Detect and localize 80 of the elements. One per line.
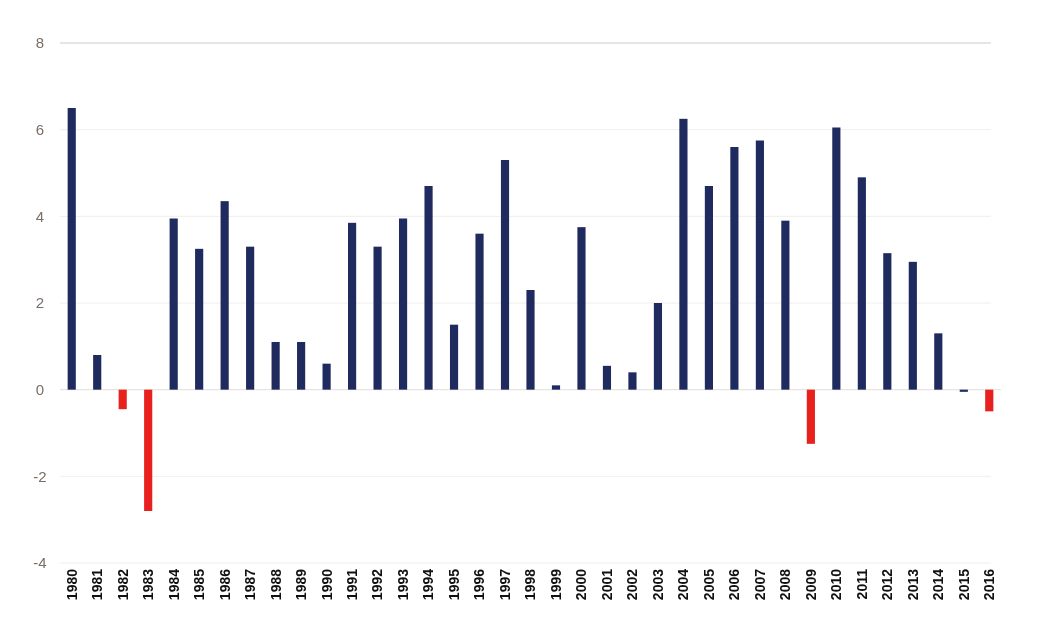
bar	[832, 127, 841, 390]
x-tick-label: 1983	[140, 568, 157, 601]
x-tick-label: 1995	[445, 568, 462, 601]
x-tick-label: 2014	[930, 568, 947, 601]
x-tick-label: 1992	[369, 568, 386, 601]
x-tick-label: 1997	[496, 568, 513, 601]
bar	[577, 227, 586, 390]
x-tick-label: 1989	[293, 568, 310, 601]
x-tick-label: 2011	[853, 568, 870, 600]
x-tick-label: 1996	[471, 568, 488, 601]
bar	[348, 222, 357, 390]
bar	[475, 233, 484, 390]
bar	[118, 389, 127, 410]
bar	[398, 218, 408, 390]
y-tick-label: 0	[35, 380, 45, 398]
bar	[679, 118, 688, 390]
bar	[551, 385, 561, 390]
x-tick-label: 1990	[318, 568, 335, 601]
x-tick-label: 2009	[802, 568, 819, 601]
x-tick-label: 2012	[879, 568, 896, 601]
bar	[704, 186, 713, 390]
bar	[730, 147, 739, 390]
x-tick-label: 1999	[547, 568, 564, 601]
bar	[602, 365, 612, 390]
bar	[806, 389, 815, 444]
bar	[755, 140, 764, 390]
x-tick-label: 1985	[191, 568, 208, 601]
x-tick-label: 2003	[649, 568, 666, 601]
bar	[908, 261, 917, 390]
bar	[424, 186, 433, 390]
y-tick-label: -4	[33, 554, 47, 572]
bar	[857, 177, 866, 390]
bar	[373, 246, 382, 390]
bar	[985, 389, 994, 412]
bar	[67, 108, 76, 390]
y-tick-label: 2	[35, 294, 45, 312]
bar	[220, 201, 229, 390]
bar	[195, 248, 204, 390]
x-tick-label: 1993	[394, 568, 411, 601]
x-tick-label: 2004	[675, 568, 692, 601]
bar	[271, 342, 280, 390]
x-tick-label: 2000	[573, 568, 590, 601]
x-tick-label: 1980	[63, 568, 80, 601]
x-tick-label: 2002	[624, 568, 641, 601]
x-tick-label: 1987	[242, 568, 259, 601]
x-tick-label: 2007	[751, 568, 768, 601]
y-tick-label: 6	[35, 120, 45, 138]
y-tick-label: 4	[35, 207, 45, 225]
x-tick-label: 1991	[343, 568, 360, 601]
x-tick-label: 2008	[777, 568, 794, 601]
x-tick-label: 2006	[726, 568, 743, 601]
bar	[883, 253, 892, 390]
bar	[169, 218, 178, 390]
x-tick-label: 2013	[904, 568, 921, 601]
bar	[781, 220, 790, 390]
bar	[653, 303, 663, 390]
x-tick-label: 2001	[598, 568, 615, 601]
x-tick-label: 2016	[981, 568, 998, 601]
x-tick-label: 1984	[165, 568, 182, 601]
bar	[500, 160, 510, 390]
bar	[934, 333, 943, 390]
x-tick-label: 2015	[955, 568, 972, 601]
x-tick-label: 2010	[828, 568, 845, 601]
bar	[297, 342, 306, 390]
x-tick-label: 1981	[89, 568, 106, 601]
bar	[93, 355, 102, 390]
bar	[526, 290, 535, 390]
x-tick-label: 1982	[114, 568, 131, 601]
bar	[246, 246, 255, 390]
x-tick-label: 1988	[267, 568, 284, 601]
x-tick-label: 2005	[700, 568, 717, 601]
y-tick-label: -2	[33, 467, 47, 485]
y-tick-label: 8	[35, 34, 45, 52]
bar	[449, 324, 459, 390]
x-tick-label: 1994	[420, 568, 437, 601]
bar	[322, 363, 331, 390]
x-tick-label: 1998	[522, 568, 539, 601]
bar	[628, 372, 637, 390]
x-tick-label: 1986	[216, 568, 233, 601]
bar	[144, 389, 153, 511]
